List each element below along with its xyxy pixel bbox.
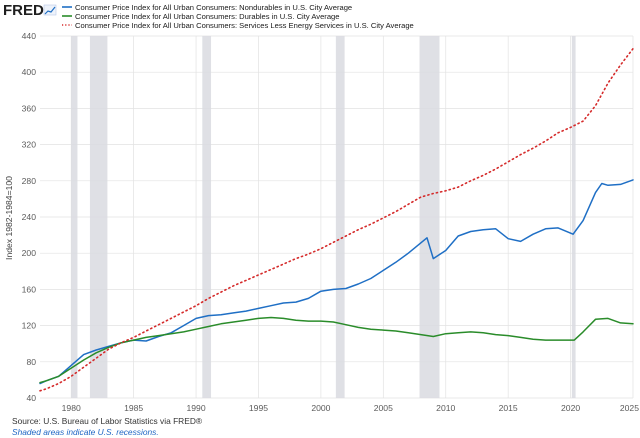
y-tick-label: 400	[22, 67, 37, 77]
x-axis: 1980 1985 1990 1995 2000 2005 2010 2015 2020 2025	[62, 403, 640, 413]
legend: Consumer Price Index for All Urban Consu…	[62, 3, 414, 30]
x-tick-label: 2005	[374, 403, 393, 413]
x-tick-label: 2015	[499, 403, 518, 413]
recession-note: Shaded areas indicate U.S. recessions.	[12, 427, 159, 437]
y-tick-label: 360	[22, 103, 37, 113]
x-tick-label: 1980	[62, 403, 81, 413]
y-tick-label: 200	[22, 248, 37, 258]
y-axis-label: Index 1982-1984=100	[4, 176, 14, 260]
series-line-durables-in-u-s-city-average	[39, 316, 634, 384]
legend-item-durables[interactable]: Consumer Price Index for All Urban Consu…	[62, 12, 340, 21]
recession-band	[89, 36, 108, 398]
x-tick-label: 1995	[249, 403, 268, 413]
legend-label-durables: Consumer Price Index for All Urban Consu…	[75, 12, 340, 21]
recession-shading	[71, 36, 576, 398]
legend-item-nondurables[interactable]: Consumer Price Index for All Urban Consu…	[62, 3, 352, 12]
x-tick-label: 2010	[436, 403, 455, 413]
series-lines	[39, 47, 634, 392]
recession-band	[419, 36, 440, 398]
x-tick-label: 2020	[561, 403, 580, 413]
y-tick-label: 160	[22, 284, 37, 294]
y-tick-label: 240	[22, 212, 37, 222]
y-tick-label: 120	[22, 321, 37, 331]
legend-label-services: Consumer Price Index for All Urban Consu…	[75, 21, 414, 30]
recession-band	[202, 36, 212, 398]
legend-label-nondurables: Consumer Price Index for All Urban Consu…	[75, 3, 352, 12]
x-tick-label: 2025	[620, 403, 639, 413]
y-tick-label: 80	[26, 357, 36, 367]
y-tick-label: 320	[22, 140, 37, 150]
fred-logo[interactable]: FRED	[3, 2, 57, 19]
y-tick-label: 440	[22, 31, 37, 41]
fred-logo-text: FRED	[3, 2, 44, 19]
x-tick-label: 1985	[124, 403, 143, 413]
recession-band	[571, 36, 576, 398]
plot-area	[39, 35, 634, 399]
series-line-services-less-energy-services-in-u-s-city-average	[39, 47, 634, 392]
y-tick-label: 40	[26, 393, 36, 403]
legend-item-services[interactable]: Consumer Price Index for All Urban Consu…	[62, 21, 414, 30]
y-axis: 40 80 120 160 200 240 280 320 360 400 440	[22, 31, 37, 403]
x-tick-label: 2000	[311, 403, 330, 413]
recession-band	[335, 36, 345, 398]
x-tick-label: 1990	[186, 403, 205, 413]
chart-line-icon	[43, 4, 57, 16]
y-tick-label: 280	[22, 176, 37, 186]
recession-band	[71, 36, 78, 398]
source-text: Source: U.S. Bureau of Labor Statistics …	[12, 416, 203, 426]
